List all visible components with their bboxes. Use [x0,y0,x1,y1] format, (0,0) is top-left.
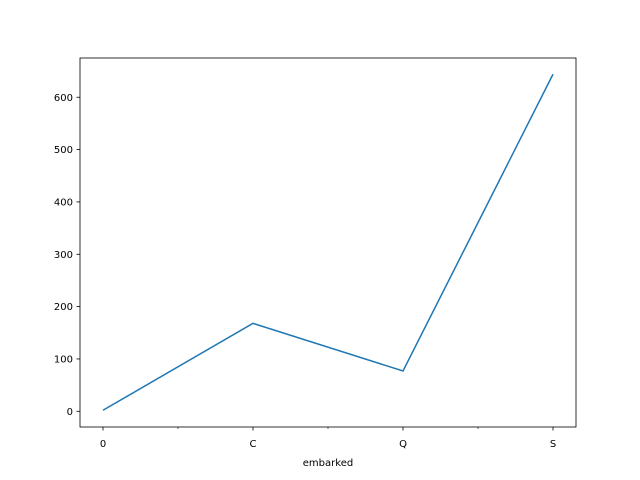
y-tick-label: 600 [54,93,73,104]
x-tick-label: 0 [100,439,106,450]
y-tick-label: 200 [54,302,73,313]
x-axis-ticks: 0 C Q S [100,427,556,450]
y-axis-ticks: 0 100 200 300 400 500 600 [54,93,80,418]
x-tick-label: S [550,439,556,450]
x-axis-title: embarked [303,458,353,469]
x-tick-label: C [250,439,257,450]
x-tick-label: Q [399,439,407,450]
y-tick-label: 0 [67,407,73,418]
y-tick-label: 100 [54,354,73,365]
y-tick-label: 300 [54,250,73,261]
plot-frame [79,57,577,428]
y-tick-label: 500 [54,145,73,156]
series-line [102,73,554,411]
y-tick-label: 400 [54,197,73,208]
